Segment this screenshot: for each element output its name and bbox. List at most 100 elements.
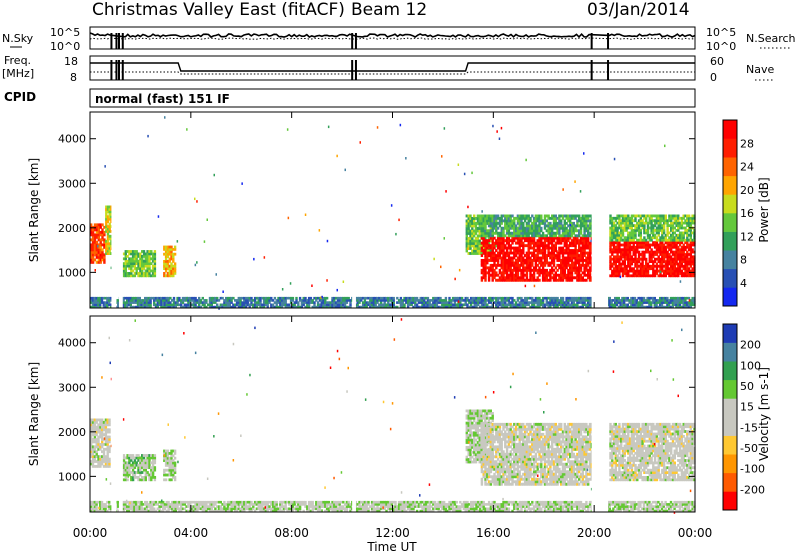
heatmap-cell	[419, 296, 422, 300]
heatmap-cell	[520, 236, 523, 240]
heatmap-cell	[518, 305, 521, 309]
heatmap-cell	[162, 303, 165, 307]
heatmap-cell	[108, 299, 111, 302]
heatmap-cell	[106, 457, 109, 461]
heatmap-cell	[578, 263, 581, 267]
heatmap-cell	[643, 236, 646, 240]
heatmap-cell	[532, 276, 536, 280]
heatmap-cell	[659, 219, 662, 223]
heatmap-cell	[646, 241, 650, 244]
heatmap-cell	[505, 259, 509, 262]
heatmap-cell	[650, 264, 653, 268]
heatmap-cell	[331, 301, 334, 304]
heatmap-cell	[621, 226, 625, 230]
heatmap-cell	[169, 305, 172, 309]
nsky-tick-top: 10^5	[50, 26, 80, 39]
heatmap-cell	[616, 221, 619, 225]
heatmap-cell	[675, 255, 678, 259]
heatmap-cell	[522, 278, 525, 282]
freq-tick-top: 18	[64, 55, 78, 68]
heatmap-cell	[164, 248, 168, 251]
heatmap-cell	[609, 245, 612, 249]
heatmap-cell	[131, 255, 135, 258]
heatmap-cell	[668, 238, 671, 242]
heatmap-cell	[678, 255, 682, 259]
heatmap-cell	[105, 220, 108, 223]
heatmap-cell	[172, 274, 175, 278]
heatmap-cell	[228, 303, 231, 307]
heatmap-cell	[482, 241, 485, 245]
heatmap-cell	[680, 299, 683, 302]
heatmap-cell	[634, 236, 637, 240]
heatmap-cell	[482, 249, 485, 252]
heatmap-cell	[627, 257, 630, 261]
heatmap-cell	[95, 303, 98, 307]
heatmap-cell	[538, 271, 541, 275]
heatmap-cell	[480, 296, 484, 300]
heatmap-cell	[493, 296, 496, 300]
heatmap-cell	[374, 296, 377, 300]
heatmap-cell	[648, 305, 651, 309]
heatmap-cell	[682, 301, 685, 304]
heatmap-cell	[532, 303, 536, 307]
heatmap-cell	[669, 305, 673, 309]
heatmap-cell	[442, 299, 446, 302]
heatmap-cell	[682, 214, 685, 218]
heatmap-cell	[192, 296, 195, 300]
heatmap-cell	[147, 301, 150, 304]
heatmap-cell	[95, 248, 99, 252]
heatmap-cell	[650, 274, 653, 278]
heatmap-cell	[97, 418, 100, 422]
heatmap-cell	[677, 238, 680, 242]
heatmap-cell	[532, 244, 536, 248]
heatmap-cell	[496, 256, 500, 260]
heatmap-cell	[543, 249, 547, 252]
heatmap-cell	[655, 301, 658, 304]
heatmap-cell	[133, 466, 137, 469]
heatmap-cell	[153, 303, 156, 307]
heatmap-cell	[614, 224, 617, 227]
heatmap-cell	[252, 299, 255, 302]
heatmap-cell	[625, 229, 628, 232]
heatmap-cell	[504, 305, 507, 309]
heatmap-cell	[540, 221, 543, 225]
heatmap-cell	[585, 224, 588, 228]
heatmap-cell	[105, 227, 108, 231]
heatmap-cell	[560, 278, 563, 282]
heatmap-cell	[496, 299, 500, 302]
heatmap-cell	[110, 266, 113, 270]
heatmap-cell	[543, 305, 547, 309]
heatmap-cell	[576, 254, 579, 257]
heatmap-cell	[106, 438, 109, 441]
heatmap-cell	[576, 276, 579, 280]
heatmap-cell	[214, 305, 217, 309]
heatmap-cell	[90, 223, 93, 227]
heatmap-cell	[621, 299, 624, 302]
heatmap-cell	[662, 269, 666, 273]
heatmap-cell	[141, 257, 144, 261]
heatmap-cell	[657, 260, 660, 263]
heatmap-cell	[565, 221, 568, 225]
heatmap-cell	[579, 246, 583, 250]
heatmap-cell	[496, 296, 500, 300]
heatmap-cell	[511, 263, 514, 267]
heatmap-cell	[678, 243, 682, 247]
heatmap-cell	[477, 296, 480, 300]
heatmap-cell	[128, 461, 131, 465]
heatmap-cell	[668, 236, 671, 240]
heatmap-cell	[536, 216, 539, 220]
heatmap-cell	[153, 259, 157, 263]
heatmap-cell	[682, 255, 685, 259]
heatmap-cell	[578, 246, 581, 250]
heatmap-cell	[684, 269, 687, 273]
heatmap-cell	[358, 299, 361, 302]
heatmap-cell	[527, 263, 530, 267]
heatmap-cell	[482, 261, 485, 265]
heatmap-cell	[569, 241, 572, 245]
heatmap-cell	[569, 276, 572, 280]
heatmap-cell	[531, 214, 534, 218]
heatmap-cell	[482, 244, 485, 248]
heatmap-cell	[95, 233, 99, 237]
heatmap-cell	[253, 257, 255, 261]
heatmap-cell	[502, 273, 505, 277]
